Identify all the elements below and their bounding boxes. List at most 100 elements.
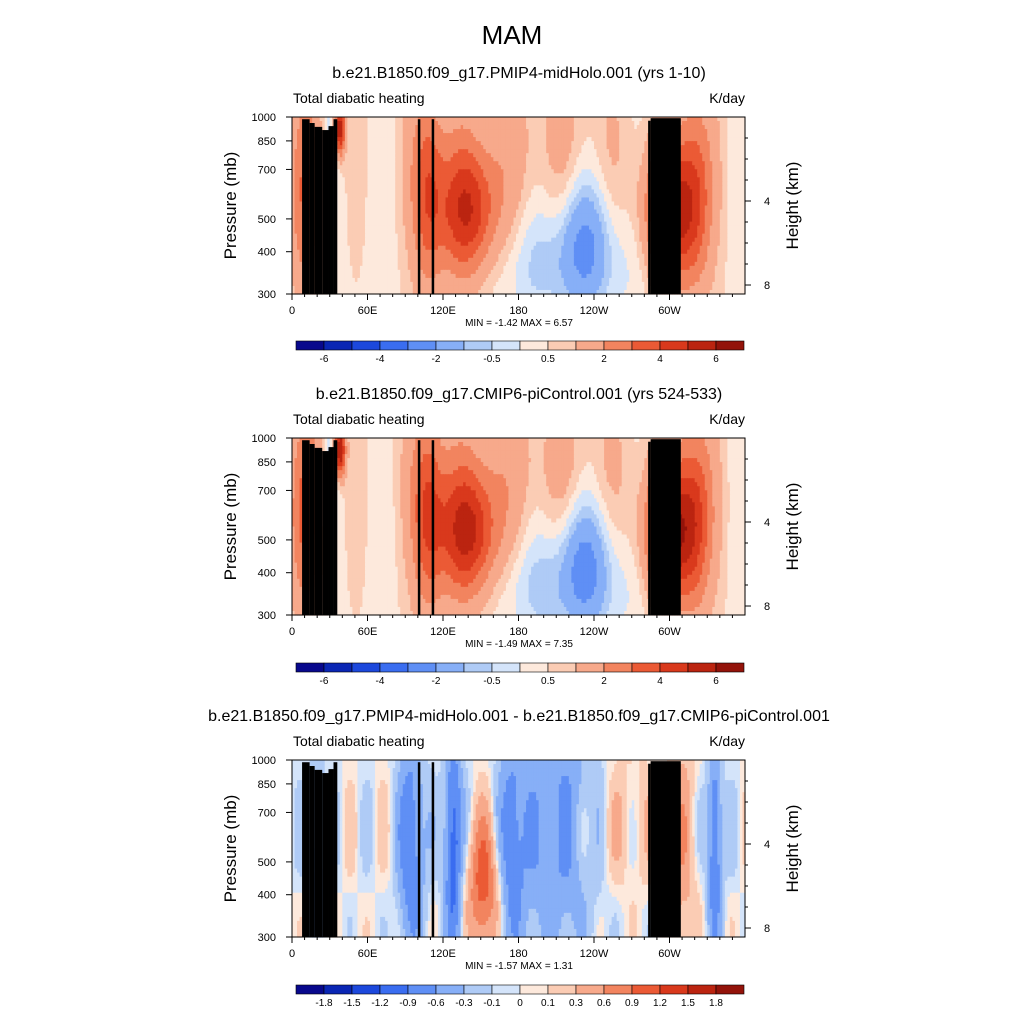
heatmap-cell xyxy=(297,137,301,142)
heatmap-cell xyxy=(679,153,683,158)
heatmap-cell xyxy=(470,193,474,199)
heatmap-cell xyxy=(596,149,600,154)
heatmap-cell xyxy=(621,149,625,154)
heatmap-cell xyxy=(480,141,484,146)
heatmap-cell xyxy=(354,197,359,203)
heatmap-cell xyxy=(737,117,741,122)
heatmap-cell xyxy=(566,189,570,195)
heatmap-cell xyxy=(682,161,686,166)
heatmap-cell xyxy=(344,121,348,126)
heatmap-cell xyxy=(475,193,479,199)
heatmap-cell xyxy=(573,145,577,150)
heatmap-cell xyxy=(609,169,613,174)
heatmap-cell xyxy=(500,181,504,186)
heatmap-cell xyxy=(425,141,429,146)
heatmap-cell xyxy=(382,141,386,146)
heatmap-cell xyxy=(739,177,744,182)
heatmap-cell xyxy=(485,169,489,174)
heatmap-cell xyxy=(370,169,374,174)
heatmap-cell xyxy=(697,197,701,203)
heatmap-cell xyxy=(364,137,369,142)
heatmap-cell xyxy=(571,133,575,138)
heatmap-cell xyxy=(500,189,504,195)
heatmap-cell xyxy=(599,165,603,170)
heatmap-cell xyxy=(407,125,411,130)
heatmap-cell xyxy=(697,137,701,142)
heatmap-cell xyxy=(359,165,364,170)
heatmap-cell xyxy=(739,117,744,122)
heatmap-cell xyxy=(405,121,409,126)
heatmap-cell xyxy=(596,129,600,134)
heatmap-cell xyxy=(732,181,736,186)
heatmap-cell xyxy=(407,141,411,146)
heatmap-cell xyxy=(385,133,389,138)
heatmap-cell xyxy=(299,185,303,191)
heatmap-cell xyxy=(636,121,640,126)
heatmap-cell xyxy=(435,181,439,186)
heatmap-cell xyxy=(380,153,384,158)
heatmap-cell xyxy=(742,121,746,126)
heatmap-cell xyxy=(342,193,346,199)
heatmap-cell xyxy=(370,161,374,166)
heatmap-cell xyxy=(548,189,552,195)
heatmap-cell xyxy=(425,137,429,142)
heatmap-cell xyxy=(405,133,409,138)
heatmap-cell xyxy=(410,193,414,199)
heatmap-cell xyxy=(528,157,532,162)
heatmap-cell xyxy=(712,129,716,134)
heatmap-cell xyxy=(453,181,457,186)
heatmap-cell xyxy=(531,137,535,142)
heatmap-cell xyxy=(364,177,369,182)
heatmap-cell xyxy=(324,125,328,130)
heatmap-cell xyxy=(513,153,517,158)
heatmap-cell xyxy=(732,129,736,134)
heatmap-cell xyxy=(719,145,723,150)
heatmap-cell xyxy=(616,149,620,154)
heatmap-cell xyxy=(352,133,356,138)
heatmap-cell xyxy=(616,161,620,166)
heatmap-cell xyxy=(601,133,605,138)
heatmap-cell xyxy=(689,177,693,182)
heatmap-cell xyxy=(551,189,555,195)
heatmap-cell xyxy=(337,133,341,138)
heatmap-cell xyxy=(636,185,640,191)
heatmap-cell xyxy=(445,157,449,162)
heatmap-cell xyxy=(536,117,540,122)
heatmap-cell xyxy=(493,193,497,199)
heatmap-cell xyxy=(370,165,374,170)
heatmap-cell xyxy=(387,149,391,154)
heatmap-cell xyxy=(485,189,489,195)
heatmap-cell xyxy=(347,169,351,174)
heatmap-cell xyxy=(734,165,739,170)
heatmap-cell xyxy=(294,133,298,138)
heatmap-cell xyxy=(392,189,396,195)
heatmap-cell xyxy=(526,121,530,126)
heatmap-cell xyxy=(377,201,381,207)
heatmap-cell xyxy=(382,157,386,162)
heatmap-cell xyxy=(485,153,489,158)
heatmap-cell xyxy=(639,133,643,138)
heatmap-cell xyxy=(531,169,535,174)
heatmap-cell xyxy=(616,145,620,150)
heatmap-cell xyxy=(445,189,449,195)
heatmap-cell xyxy=(634,201,638,207)
heatmap-cell xyxy=(364,185,369,191)
heatmap-cell xyxy=(679,169,683,174)
heatmap-cell xyxy=(443,197,447,203)
heatmap-cell xyxy=(513,185,517,191)
heatmap-cell xyxy=(634,173,638,178)
heatmap-cell xyxy=(392,141,396,146)
heatmap-cell xyxy=(483,121,487,126)
heatmap-cell xyxy=(684,189,688,195)
heatmap-cell xyxy=(372,205,376,211)
heatmap-cell xyxy=(631,133,635,138)
heatmap-cell xyxy=(737,169,741,174)
heatmap-cell xyxy=(380,161,384,166)
heatmap-cell xyxy=(390,141,394,146)
heatmap-cell xyxy=(629,165,633,170)
heatmap-cell xyxy=(583,133,588,138)
heatmap-cell xyxy=(372,133,376,138)
heatmap-cell xyxy=(292,197,296,203)
heatmap-cell xyxy=(299,153,303,158)
heatmap-cell xyxy=(480,197,484,203)
